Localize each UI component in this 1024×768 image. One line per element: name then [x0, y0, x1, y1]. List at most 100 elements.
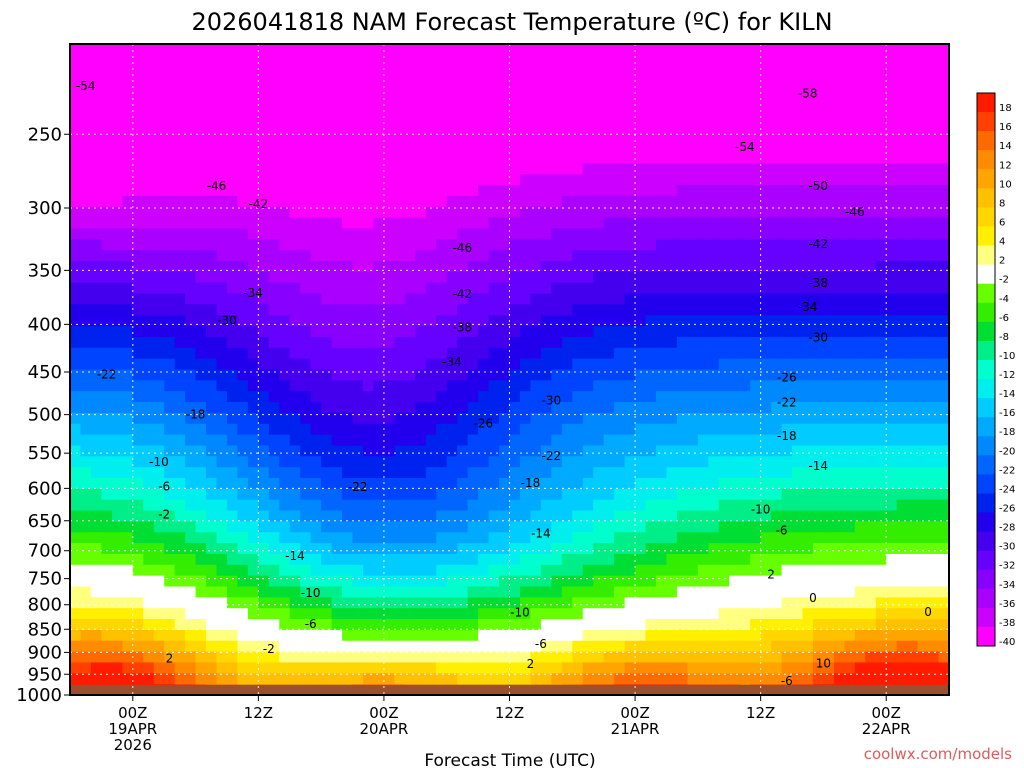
field-cell [237, 326, 249, 338]
field-cell [917, 478, 929, 490]
field-cell [938, 597, 950, 609]
field-cell [551, 130, 563, 143]
field-cell [174, 456, 186, 468]
field-cell [666, 304, 678, 316]
field-cell [697, 293, 709, 305]
field-cell [363, 315, 375, 327]
field-cell [404, 65, 416, 78]
field-cell [572, 87, 584, 99]
field-cell [844, 271, 856, 284]
field-cell [624, 54, 636, 67]
field-cell [760, 304, 772, 316]
field-cell [415, 76, 427, 88]
field-cell [153, 250, 165, 262]
field-cell [467, 195, 479, 208]
field-cell [342, 575, 354, 588]
field-cell [865, 597, 877, 609]
field-cell [572, 282, 584, 295]
field-cell [697, 174, 709, 186]
field-cell [467, 575, 479, 588]
field-cell [478, 467, 490, 479]
field-cell [404, 380, 416, 392]
field-cell [635, 304, 647, 316]
field-cell [540, 98, 552, 110]
field-cell [917, 629, 929, 642]
field-cell [174, 510, 186, 522]
field-cell [739, 608, 751, 620]
field-cell [90, 662, 102, 674]
field-cell [802, 412, 814, 425]
field-cell [771, 206, 783, 219]
field-cell [812, 336, 825, 349]
field-cell [467, 152, 479, 164]
field-cell [111, 271, 123, 284]
field-cell [499, 673, 511, 685]
field-cell [572, 369, 584, 381]
field-cell [206, 228, 218, 240]
field-cell [540, 336, 552, 349]
field-cell [572, 206, 584, 219]
field-cell [331, 369, 343, 381]
field-cell [478, 445, 490, 457]
field-cell [907, 304, 919, 316]
field-cell [80, 217, 92, 230]
field-cell [258, 76, 270, 88]
field-cell [718, 380, 730, 392]
field-cell [645, 152, 657, 164]
field-cell [572, 391, 584, 403]
field-cell [436, 640, 448, 653]
field-cell [760, 456, 772, 468]
field-cell [896, 510, 908, 522]
field-cell [509, 261, 521, 273]
field-cell [593, 478, 605, 490]
field-cell [394, 315, 406, 327]
field-cell [226, 434, 239, 447]
field-cell [582, 467, 594, 479]
field-cell [865, 629, 877, 642]
field-cell [206, 629, 218, 642]
field-cell [488, 304, 500, 316]
field-cell [666, 185, 678, 197]
field-cell [593, 315, 605, 327]
field-cell [279, 174, 291, 186]
field-cell [352, 119, 364, 132]
field-cell [174, 195, 186, 208]
field-cell [886, 250, 898, 262]
field-cell [519, 586, 532, 598]
field-cell [886, 456, 898, 468]
field-cell [896, 619, 908, 631]
field-cell [279, 250, 291, 262]
field-cell [582, 608, 594, 620]
field-cell [111, 532, 123, 544]
field-cell [771, 391, 783, 403]
field-cell [645, 130, 657, 143]
field-cell [80, 499, 92, 512]
field-cell [540, 434, 552, 447]
field-cell [708, 174, 720, 186]
field-cell [907, 629, 919, 642]
field-cell [582, 445, 594, 457]
field-cell [70, 271, 82, 284]
field-cell [666, 282, 678, 295]
field-cell [718, 185, 730, 197]
field-cell [101, 87, 113, 99]
field-cell [195, 586, 207, 598]
field-cell [865, 141, 877, 154]
field-cell [593, 44, 605, 56]
field-cell [488, 358, 500, 371]
field-cell [656, 532, 668, 544]
field-cell [603, 619, 615, 631]
field-cell [436, 54, 448, 67]
field-cell [300, 532, 312, 544]
field-cell [289, 76, 301, 88]
field-cell [164, 586, 176, 598]
field-cell [279, 456, 291, 468]
field-cell [802, 553, 814, 566]
field-cell [425, 54, 437, 67]
field-cell [875, 423, 887, 436]
field-cell [300, 478, 312, 490]
field-cell [802, 651, 814, 664]
field-cell [331, 293, 343, 305]
field-cell [823, 369, 835, 381]
field-cell [425, 402, 437, 414]
